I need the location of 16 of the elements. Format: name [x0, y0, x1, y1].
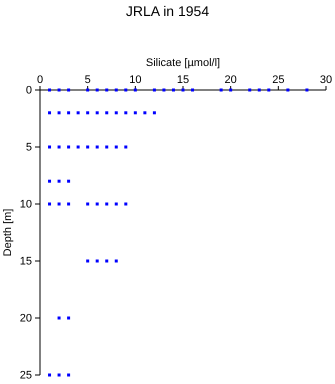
x-tick-label: 20 — [224, 74, 237, 86]
x-axis-title: Silicate [µmol/l] — [146, 57, 220, 69]
y-tick-label: 25 — [20, 370, 32, 382]
x-tick-label: 0 — [36, 74, 44, 86]
y-axis-title: Depth [m] — [2, 208, 14, 256]
x-tick-label: 15 — [176, 74, 190, 86]
y-tick-label: 5 — [26, 142, 32, 154]
x-tick-label: 5 — [84, 74, 91, 86]
y-tick-label: 0 — [26, 84, 32, 97]
y-tick-label: 10 — [20, 198, 32, 211]
x-tick-label: 10 — [129, 74, 142, 86]
x-tick-label: 25 — [272, 74, 284, 86]
y-tick-label: 20 — [20, 312, 32, 325]
chart-title: JRLA in 1954 — [126, 3, 210, 19]
y-tick-label: 15 — [20, 256, 32, 268]
x-tick-label: 30 — [320, 74, 332, 86]
